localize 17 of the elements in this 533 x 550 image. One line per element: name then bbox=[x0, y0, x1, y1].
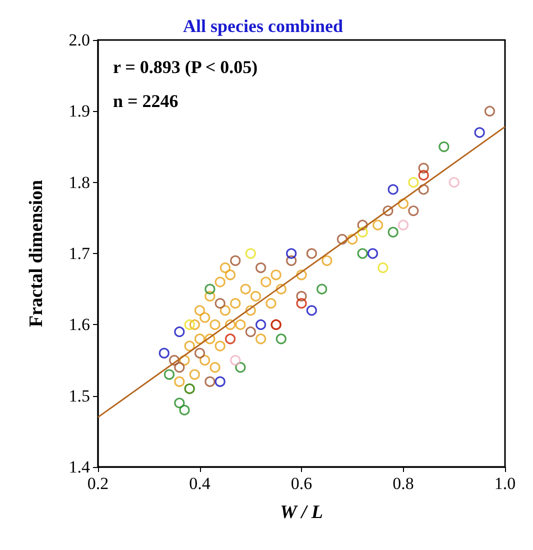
chart-title: All species combined bbox=[183, 16, 343, 36]
y-tick-label: 1.9 bbox=[68, 102, 90, 121]
annotation: r = 0.893 (P < 0.05) bbox=[113, 57, 258, 77]
y-tick-label: 1.8 bbox=[68, 172, 90, 192]
x-tick-label: 1.0 bbox=[494, 474, 516, 493]
x-axis-title: W / L bbox=[280, 502, 323, 523]
x-tick-label: 0.6 bbox=[290, 474, 312, 493]
x-tick-label: 0.4 bbox=[189, 474, 211, 493]
y-axis-title: Fractal dimension bbox=[26, 179, 47, 328]
x-tick-label: 0.2 bbox=[87, 474, 109, 493]
y-tick-label: 1.6 bbox=[68, 315, 90, 334]
y-tick-label: 2.0 bbox=[68, 30, 90, 50]
y-tick-label: 1.7 bbox=[68, 244, 90, 263]
x-tick-label: 0.8 bbox=[392, 474, 414, 493]
y-tick-label: 1.4 bbox=[68, 458, 90, 476]
y-tick-label: 1.5 bbox=[68, 386, 90, 406]
annotation: n = 2246 bbox=[113, 91, 178, 111]
